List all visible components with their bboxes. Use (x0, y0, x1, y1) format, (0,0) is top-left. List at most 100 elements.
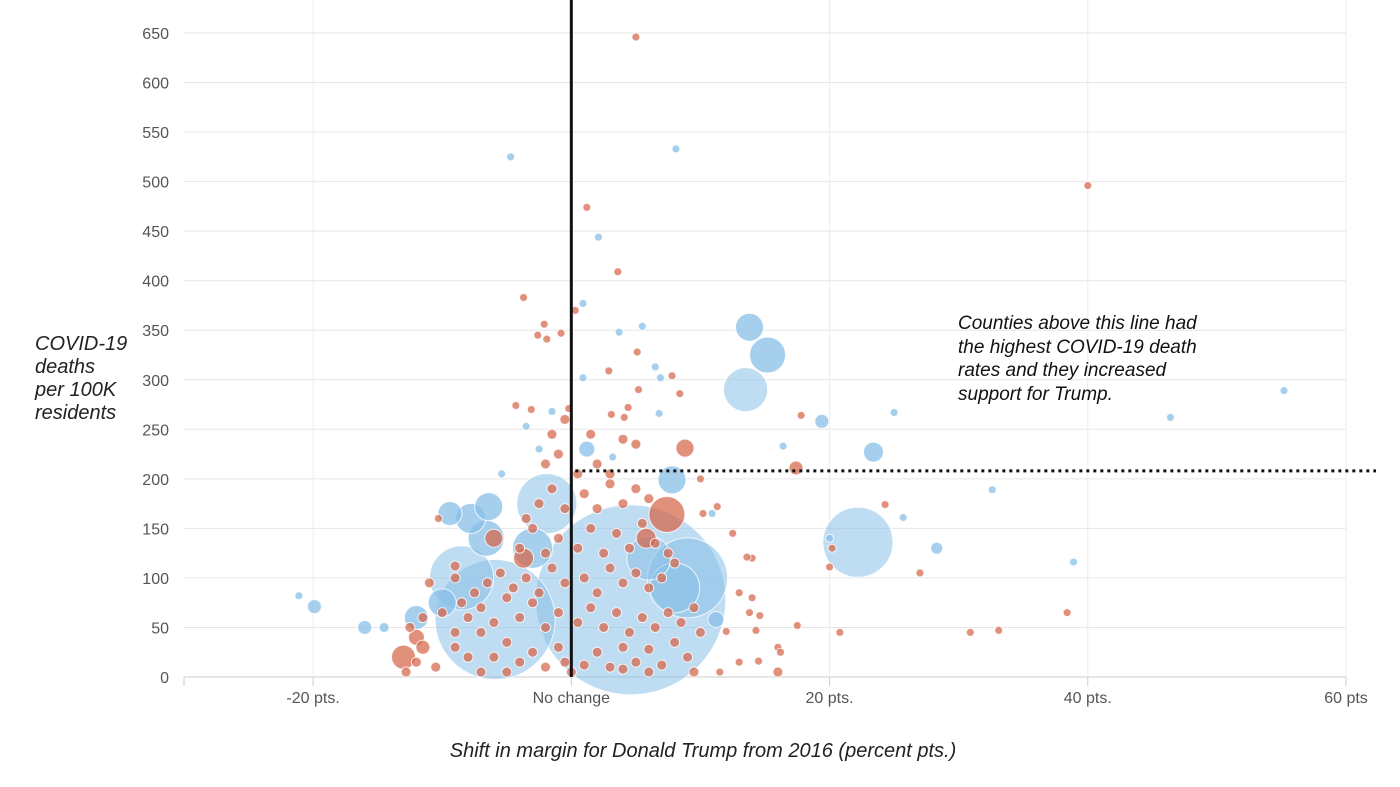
point-red (552, 448, 564, 460)
point-blue (654, 408, 664, 418)
point-red (475, 602, 487, 614)
point-blue (608, 452, 618, 462)
y-tick-label: 250 (142, 422, 169, 439)
point-blue (822, 506, 894, 578)
point-blue (437, 501, 463, 527)
point-red (578, 659, 590, 671)
point-blue (516, 473, 578, 535)
x-tick-label: 20 pts. (806, 690, 854, 707)
point-red (649, 621, 661, 633)
axis-ticks: 0 50 100 150 200 250 300 350 400 450 500 550 600 650 -… (142, 26, 1368, 707)
point-red (734, 657, 744, 667)
point-red (648, 496, 686, 534)
point-blue (578, 373, 588, 383)
point-blue (357, 619, 373, 635)
point-red (623, 542, 635, 554)
point-red (520, 572, 532, 584)
point-red (604, 468, 616, 480)
point-red (643, 643, 655, 655)
point-red (825, 562, 835, 572)
point-red (546, 483, 558, 495)
data-points (294, 32, 1289, 696)
point-red (965, 627, 975, 637)
point-red (462, 612, 474, 624)
point-red (540, 547, 552, 559)
point-red (546, 562, 558, 574)
y-tick-label: 500 (142, 175, 169, 192)
point-blue (593, 232, 603, 242)
point-red (636, 612, 648, 624)
point-red (827, 543, 837, 553)
point-blue (778, 441, 788, 451)
point-blue (862, 441, 884, 463)
point-red (598, 621, 610, 633)
y-tick-label: 100 (142, 571, 169, 588)
point-red (880, 500, 890, 510)
point-red (514, 542, 526, 554)
point-blue (547, 406, 557, 416)
point-red (688, 602, 700, 614)
point-red (796, 410, 806, 420)
y-axis-label: COVID-19 deaths per 100K residents (35, 333, 155, 425)
point-red (613, 267, 623, 277)
point-red (632, 347, 642, 357)
point-blue (707, 611, 725, 629)
point-blue (294, 591, 304, 601)
point-red (1083, 181, 1093, 191)
y-tick-label: 650 (142, 26, 169, 43)
point-blue (930, 541, 944, 555)
point-red (755, 611, 765, 621)
point-red (501, 592, 513, 604)
point-red (556, 328, 566, 338)
point-red (519, 293, 529, 303)
point-red (527, 597, 539, 609)
point-red (526, 404, 536, 414)
y-tick-label: 400 (142, 274, 169, 291)
point-red (511, 401, 521, 411)
y-axis-label-line: deaths (35, 356, 96, 378)
point-red (631, 32, 641, 42)
point-red (775, 647, 785, 657)
y-tick-label: 150 (142, 521, 169, 538)
point-blue (671, 144, 681, 154)
point-red (456, 597, 468, 609)
point-blue (749, 336, 787, 374)
point-red (606, 409, 616, 419)
point-red (552, 641, 564, 653)
point-blue (521, 421, 531, 431)
point-red (390, 644, 416, 670)
point-red (721, 626, 731, 636)
point-red (417, 612, 429, 624)
x-tick-label: 40 pts. (1064, 690, 1112, 707)
point-red (617, 577, 629, 589)
point-blue (735, 312, 765, 342)
point-red (630, 656, 642, 668)
point-red (604, 562, 616, 574)
point-red (754, 656, 764, 666)
y-tick-label: 550 (142, 125, 169, 142)
point-red (636, 517, 648, 529)
point-red (585, 428, 597, 440)
point-red (423, 577, 435, 589)
point-red (591, 646, 603, 658)
point-red (475, 626, 487, 638)
point-red (540, 661, 552, 673)
point-blue (306, 599, 322, 615)
point-red (675, 438, 695, 458)
point-red (585, 522, 597, 534)
y-tick-label: 50 (151, 620, 169, 637)
point-red (591, 458, 603, 470)
point-red (520, 512, 532, 524)
point-blue (578, 298, 588, 308)
point-red (559, 413, 571, 425)
point-red (611, 607, 623, 619)
reference-lines (569, 0, 1376, 677)
point-red (715, 667, 725, 677)
point-red (430, 661, 442, 673)
point-red (712, 502, 722, 512)
point-red (578, 572, 590, 584)
y-axis-label-line: residents (35, 402, 117, 424)
point-red (410, 656, 422, 668)
point-red (835, 627, 845, 637)
point-red (449, 572, 461, 584)
